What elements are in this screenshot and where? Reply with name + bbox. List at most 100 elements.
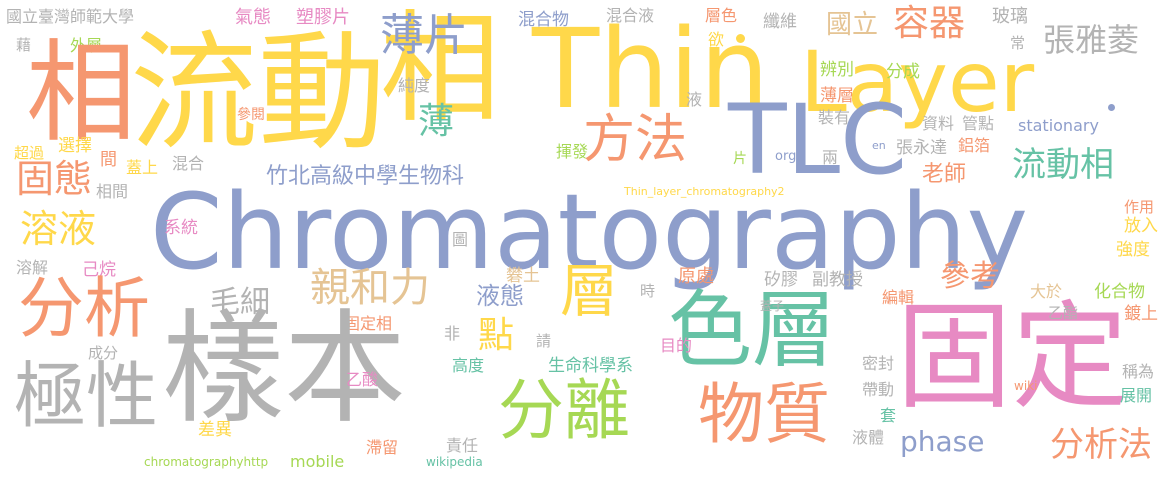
word-xiang: 相 [26,29,136,157]
dot-decoration-2 [1108,104,1115,111]
word-org: org [775,149,797,164]
word-liang: 兩 [822,148,839,167]
word-ziliao: 資料 [922,114,955,133]
word-fantu: 礬土 [506,266,540,286]
word-liudong: 流動 [130,19,387,168]
word-wuzhi: 物質 [698,376,830,453]
word-xiangjian: 相間 [96,182,129,201]
word-jiwan: 己烷 [82,260,116,280]
word-wikipedia: wikipedia [426,455,483,469]
word-zeren: 責任 [446,436,479,455]
word-layer: Layer [800,33,1035,131]
word-zhang-yongda: 張永達 [896,138,947,158]
word-tao: 套 [880,406,897,425]
word-bao: 薄 [418,101,455,142]
word-huifa: 揮發 [556,142,589,161]
word-qinheli: 親和力 [310,265,430,311]
word-fencheng: 分成 [886,62,920,82]
word-rongqi: 容器 [893,3,966,44]
word-laoshi: 老師 [922,162,967,187]
word-dayu: 大於 [1030,282,1063,301]
word-fenxifa: 分析法 [1050,425,1152,465]
word-chundu: 純度 [398,76,431,95]
word-gutai: 固態 [16,157,93,201]
dot-decoration-1 [736,34,745,43]
word-rongye: 溶液 [20,207,97,251]
word-mudi: 目的 [660,336,693,355]
word-zhankai: 展開 [1120,386,1153,405]
word-qing: 請 [536,332,552,350]
word-guoli: 國立 [826,10,879,40]
word-zhuangyou: 裝有 [818,108,851,127]
word-cengse: 層色 [705,6,738,25]
word-shi: 時 [640,282,656,300]
word-rongjie: 溶解 [16,258,49,277]
word-fenli: 分離 [498,372,630,449]
word-tu: 圖 [452,230,469,249]
word-maoxi: 毛細 [210,285,270,320]
word-fangfa: 方法 [583,110,688,170]
word-daidong: 帶動 [862,380,895,399]
word-fangru: 放入 [1124,216,1158,236]
word-yeti: 液體 [852,428,885,447]
word-guoli-taiwan-shida: 國立臺灣師範大學 [6,7,135,26]
word-qitai: 氣態 [235,7,271,28]
word-xiang-big: 相 [380,0,500,139]
word-guding: 固定 [896,290,1128,425]
word-lvbo: 鋁箔 [958,136,991,155]
word-chromatography: Chromatography [150,171,1029,293]
word-canyue: 參閱 [237,107,265,123]
word-guandian: 管點 [962,114,995,133]
word-jixing: 極性 [14,354,159,438]
word-en: en [872,139,886,152]
word-fenxi: 分析 [18,270,150,347]
word-sujiaopian: 塑膠片 [296,7,350,28]
word-wiki: wiki [1014,379,1038,393]
word-chaoguo: 超過 [14,144,45,162]
word-gaizi: 蓋子 [760,299,785,313]
word-hunheye: 混合液 [606,6,655,25]
word-pian: 片 [733,151,747,167]
word-yuanchu: 原處 [678,266,714,287]
word-seceng: 色層 [668,281,837,379]
word-shengming-kexue: 生命科學系 [548,356,633,376]
word-guijiao: 矽膠 [764,270,798,290]
word-hunhe: 混合 [172,154,205,173]
word-zhubei-school: 竹北高級中學生物科 [266,164,465,189]
word-chengwei: 稱為 [1122,362,1155,381]
word-hunhewu: 混合物 [518,10,569,30]
word-zhang-yaling: 張雅菱 [1043,21,1140,59]
word-gudingxiang: 固定相 [344,314,393,333]
word-liudongxiang: 流動相 [1012,145,1114,185]
word-baopian: 薄片 [380,10,468,61]
word-mifeng: 密封 [862,354,895,373]
word-waiceng: 外層 [70,36,103,55]
word-chang: 常 [1010,34,1026,52]
word-cankao: 參考 [940,259,1000,294]
word-gaishang: 蓋上 [126,158,159,177]
word-dushang: 鍍上 [1124,304,1158,324]
word-bianji: 編輯 [882,288,915,307]
word-zuoyong: 作用 [1124,198,1155,216]
word-ye: 液 [686,90,703,109]
word-baoceng: 薄層 [820,86,854,106]
word-yizhi: 乙酯 [1048,304,1079,322]
word-tlc: TLC [728,84,908,196]
word-gaodu: 高度 [452,356,485,375]
word-fei: 非 [444,324,461,343]
word-bianbie: 辨別 [820,60,854,80]
word-qiangdu: 強度 [1116,240,1150,260]
word-yisuan: 乙酸 [346,370,379,389]
word-yu: 欲 [708,30,725,49]
word-xitong: 系統 [164,218,198,238]
word-stationary: stationary [1018,116,1099,135]
word-fujiaoshou: 副教授 [812,270,863,290]
word-yetai: 液態 [476,282,524,310]
word-jian: 間 [100,150,117,170]
word-chengfen: 成分 [88,344,119,362]
word-huahewu: 化合物 [1094,282,1145,302]
word-phase: phase [900,425,985,458]
word-boli: 玻璃 [992,6,1028,27]
word-jie: 藉 [16,36,32,54]
